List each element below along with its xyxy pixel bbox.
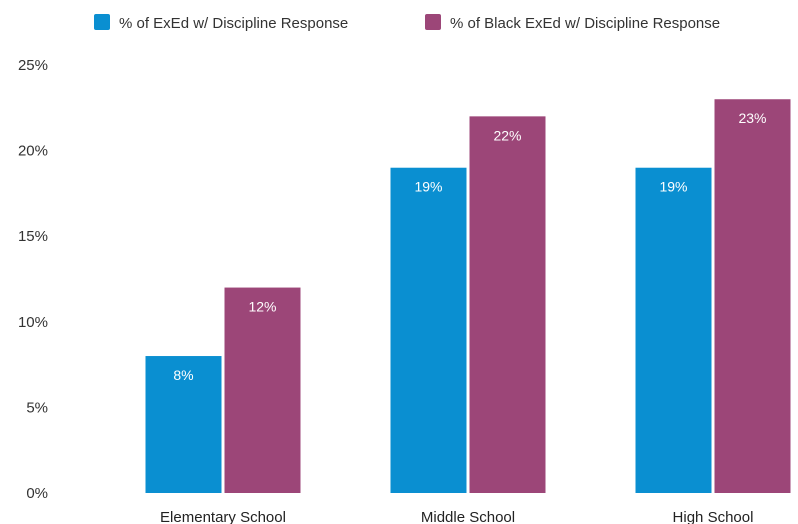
legend-label: % of ExEd w/ Discipline Response (119, 15, 348, 32)
x-tick-label: High School (673, 509, 754, 524)
legend-swatch (425, 14, 441, 30)
bar-value-label: 19% (414, 179, 442, 195)
y-tick-label: 25% (18, 57, 48, 74)
bar-value-label: 8% (173, 367, 193, 383)
legend-label: % of Black ExEd w/ Discipline Response (450, 15, 720, 32)
bar-value-label: 19% (659, 179, 687, 195)
x-axis: Elementary School Middle School High Schoo… (160, 509, 753, 524)
legend: % of ExEd w/ Discipline Response % of Bla… (94, 14, 720, 32)
bar (145, 356, 222, 493)
x-tick-label: Middle School (421, 509, 515, 524)
y-tick-label: 0% (26, 485, 48, 502)
bar (224, 287, 301, 493)
y-tick-label: 20% (18, 143, 48, 160)
bar-value-label: 12% (248, 299, 276, 315)
y-tick-label: 10% (18, 314, 48, 331)
y-tick-label: 15% (18, 228, 48, 245)
bar (714, 99, 791, 494)
y-axis: 0% 5% 10% 15% 20% 25% (18, 57, 48, 502)
bar-value-label: 23% (738, 110, 766, 126)
y-tick-label: 5% (26, 399, 48, 416)
bars: 8% 12% 19% 22% 19% 23% (145, 99, 791, 494)
bar (469, 116, 546, 494)
x-tick-label: Elementary School (160, 509, 286, 524)
legend-swatch (94, 14, 110, 30)
bar (635, 167, 712, 493)
bar (390, 167, 467, 493)
bar-value-label: 22% (493, 127, 521, 143)
